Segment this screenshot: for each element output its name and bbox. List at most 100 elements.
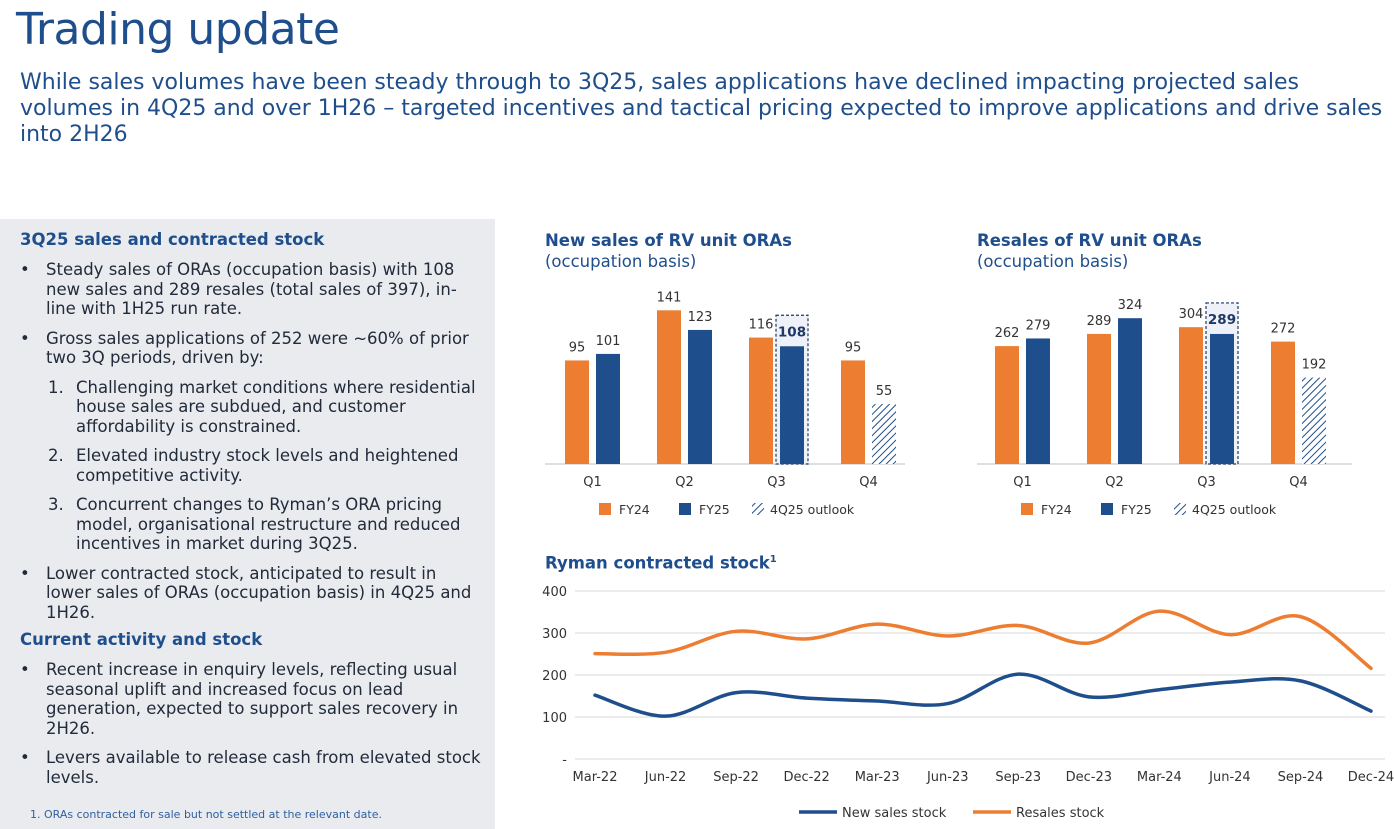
x-tick-label: Q4	[859, 475, 878, 490]
x-tick-label: Sep-24	[1278, 770, 1324, 785]
bar-fy24-q2	[657, 310, 681, 464]
bar-fy24-q4	[841, 360, 865, 464]
x-tick-label: Sep-23	[995, 770, 1041, 785]
data-label: 324	[1118, 298, 1143, 313]
y-tick-label: 100	[542, 711, 567, 726]
activity-bullet-list: Recent increase in enquiry levels, refle…	[18, 660, 486, 797]
driver-text: Concurrent changes to Ryman’s ORA pricin…	[76, 495, 461, 553]
bullet-steady-sales: Steady sales of ORAs (occupation basis) …	[18, 260, 486, 319]
bullet-lower-stock: Lower contracted stock, anticipated to r…	[18, 564, 486, 623]
legend-swatch-outlook	[1174, 503, 1186, 515]
y-tick-label: 200	[542, 669, 567, 684]
bar-outlook-q4	[872, 404, 896, 464]
driver-list: 1. Challenging market conditions where re…	[46, 378, 486, 554]
sales-bullet-list: Steady sales of ORAs (occupation basis) …	[18, 260, 486, 632]
data-label: 272	[1271, 322, 1296, 337]
bar-fy24-q3	[1179, 327, 1203, 464]
contracted-stock-line-chart: - 100 200 300 400 Mar-22 Jun-22 Sep-22 Dec-22 Mar…	[542, 585, 1394, 821]
chart-subtitle-text: (occupation basis)	[977, 252, 1129, 271]
x-tick-label: Q3	[1197, 475, 1216, 490]
title-superscript: 1	[769, 554, 777, 565]
bullet-enquiry-levels: Recent increase in enquiry levels, refle…	[18, 660, 486, 738]
chart-subtitle-text: (occupation basis)	[545, 252, 697, 271]
x-tick-label: Mar-24	[1137, 770, 1182, 785]
legend-label: New sales stock	[842, 806, 947, 821]
data-label: 289	[1208, 312, 1236, 328]
y-tick-label: 400	[542, 585, 567, 600]
new-sales-bar-chart: 95 101 Q1 141 123 Q2 116 108 Q3 95 55 Q4 FY24 FY25 4Q2…	[545, 290, 905, 517]
bar-fy24-q1	[995, 346, 1019, 464]
data-label: 192	[1302, 358, 1327, 373]
driver-item: 2. Elevated industry stock levels and hei…	[46, 446, 486, 485]
legend-label: FY25	[699, 502, 730, 517]
legend-label: Resales stock	[1016, 806, 1105, 821]
footnote: 1. ORAs contracted for sale but not sett…	[30, 808, 382, 821]
bar-outlook-q4	[1302, 377, 1326, 464]
x-tick-label: Q1	[1013, 475, 1032, 490]
bar-fy25-q1	[596, 353, 620, 464]
data-label: 55	[876, 384, 893, 399]
series-resales-stock	[593, 609, 1373, 671]
driver-item: 3. Concurrent changes to Ryman’s ORA pric…	[46, 495, 486, 554]
legend-swatch-fy25	[679, 503, 691, 515]
bar-fy24-q1	[565, 360, 589, 464]
page-subtitle: While sales volumes have been steady thr…	[20, 70, 1383, 147]
section-heading-sales: 3Q25 sales and contracted stock	[20, 230, 325, 249]
x-tick-label: Q3	[767, 475, 786, 490]
driver-item: 1. Challenging market conditions where re…	[46, 378, 486, 437]
x-tick-label: Dec-22	[783, 770, 829, 785]
resales-chart-title: Resales of RV unit ORAs (occupation basi…	[977, 230, 1202, 272]
data-label: 289	[1087, 314, 1112, 329]
resales-bar-chart: 262 279 Q1 289 324 Q2 304 289 Q3 272 192 Q4 FY24 FY25…	[977, 298, 1352, 517]
bar-fy24-q4	[1271, 341, 1295, 464]
driver-text: Challenging market conditions where resi…	[76, 377, 476, 436]
x-tick-label: Jun-24	[1208, 770, 1251, 785]
x-tick-label: Q1	[583, 475, 602, 490]
bullet-text: Steady sales of ORAs (occupation basis) …	[46, 260, 457, 318]
chart-title-text: Resales of RV unit ORAs	[977, 231, 1202, 250]
section-heading-activity: Current activity and stock	[20, 630, 263, 649]
bar-fy25-q1	[1026, 338, 1050, 464]
driver-number: 1.	[48, 377, 64, 397]
x-tick-label: Jun-23	[926, 770, 969, 785]
x-tick-label: Dec-23	[1066, 770, 1112, 785]
data-label: 116	[749, 318, 774, 333]
bullet-gross-applications: Gross sales applications of 252 were ~60…	[18, 329, 486, 554]
data-label: 95	[569, 340, 586, 355]
data-label: 123	[688, 310, 713, 325]
x-tick-label: Q2	[1105, 475, 1124, 490]
bar-fy25-q3	[1210, 333, 1234, 464]
data-label: 101	[596, 334, 621, 349]
bar-fy24-q3	[749, 337, 773, 464]
x-tick-label: Mar-23	[855, 770, 900, 785]
chart-title-text: New sales of RV unit ORAs	[545, 231, 792, 250]
data-label: 95	[845, 340, 862, 355]
driver-number: 2.	[48, 446, 64, 465]
driver-text: Elevated industry stock levels and heigh…	[76, 446, 459, 485]
bullet-text: Gross sales applications of 252 were ~60…	[46, 328, 469, 368]
data-label: 279	[1026, 318, 1051, 333]
chart-title-text: Ryman contracted stock	[545, 553, 770, 573]
bar-fy24-q2	[1087, 333, 1111, 464]
bar-fy25-q2	[1118, 318, 1142, 464]
y-tick-label: 300	[542, 627, 567, 642]
legend-swatch-outlook	[752, 503, 764, 515]
x-tick-label: Dec-24	[1348, 770, 1394, 785]
x-tick-label: Sep-22	[713, 770, 759, 785]
bar-fy25-q2	[688, 329, 712, 464]
legend-swatch-fy25	[1101, 503, 1113, 515]
data-label: 304	[1179, 307, 1204, 322]
x-tick-label: Q4	[1289, 475, 1308, 490]
page-title: Trading update	[16, 4, 340, 55]
bullet-text: Levers available to release cash from el…	[46, 748, 481, 787]
y-tick-label: -	[562, 753, 567, 768]
bar-fy25-q3	[780, 346, 804, 464]
x-tick-label: Q2	[675, 475, 694, 490]
new-sales-chart-title: New sales of RV unit ORAs (occupation ba…	[545, 230, 792, 272]
data-label: 262	[995, 326, 1020, 341]
commentary-panel: 3Q25 sales and contracted stock Steady s…	[0, 219, 495, 829]
legend-label: 4Q25 outlook	[1192, 502, 1277, 517]
data-label: 108	[778, 324, 806, 340]
contracted-stock-chart-title: Ryman contracted stock1	[545, 549, 777, 574]
legend-swatch-fy24	[1021, 503, 1033, 515]
